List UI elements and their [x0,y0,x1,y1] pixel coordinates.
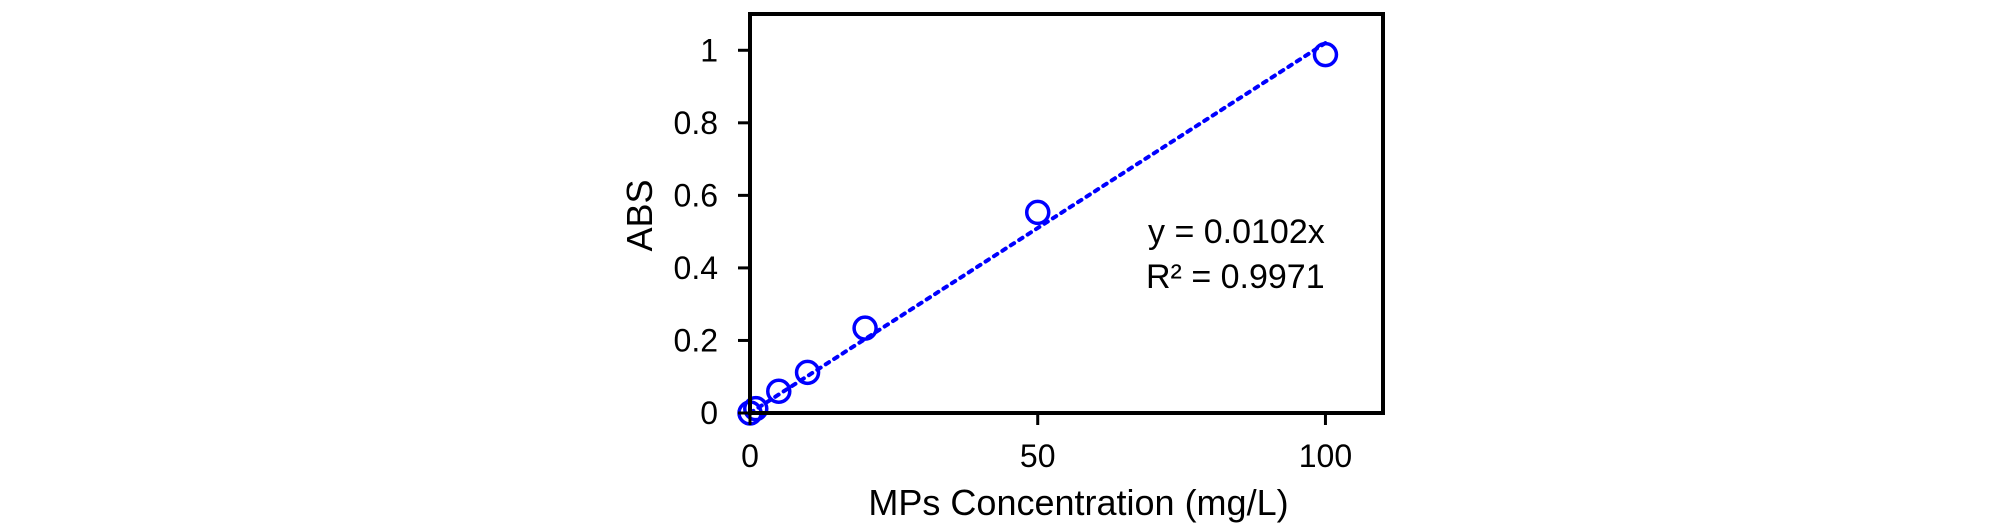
trendline-layer [748,41,1328,415]
x-axis-ticks: 0 50 100 [741,413,1352,474]
data-point [1024,199,1051,226]
plot-area-frame [748,12,1385,415]
data-point [743,395,769,422]
data-point [852,315,878,341]
y-axis-ticks: 0 0.2 0.4 0.6 0.8 1 [674,32,750,431]
trendline-r-squared: R² = 0.9971 [1146,258,1325,296]
y-axis-title: ABS [619,179,660,251]
data-point [766,378,792,404]
y-tick-label: 0.8 [674,105,718,141]
data-point [1312,41,1339,68]
x-tick-label: 0 [741,438,759,474]
y-tick-label: 0.2 [674,322,718,358]
x-tick-label: 50 [1020,438,1056,474]
y-tick-label: 0.6 [674,177,718,213]
y-tick-label: 1 [700,32,718,68]
x-axis-title: MPs Concentration (mg/L) [868,482,1288,523]
trendline-equation: y = 0.0102x [1148,213,1325,251]
y-tick-label: 0 [700,395,718,431]
data-point [794,359,821,386]
y-tick-label: 0.4 [674,250,718,286]
x-tick-label: 100 [1299,438,1352,474]
trendline [748,41,1328,415]
